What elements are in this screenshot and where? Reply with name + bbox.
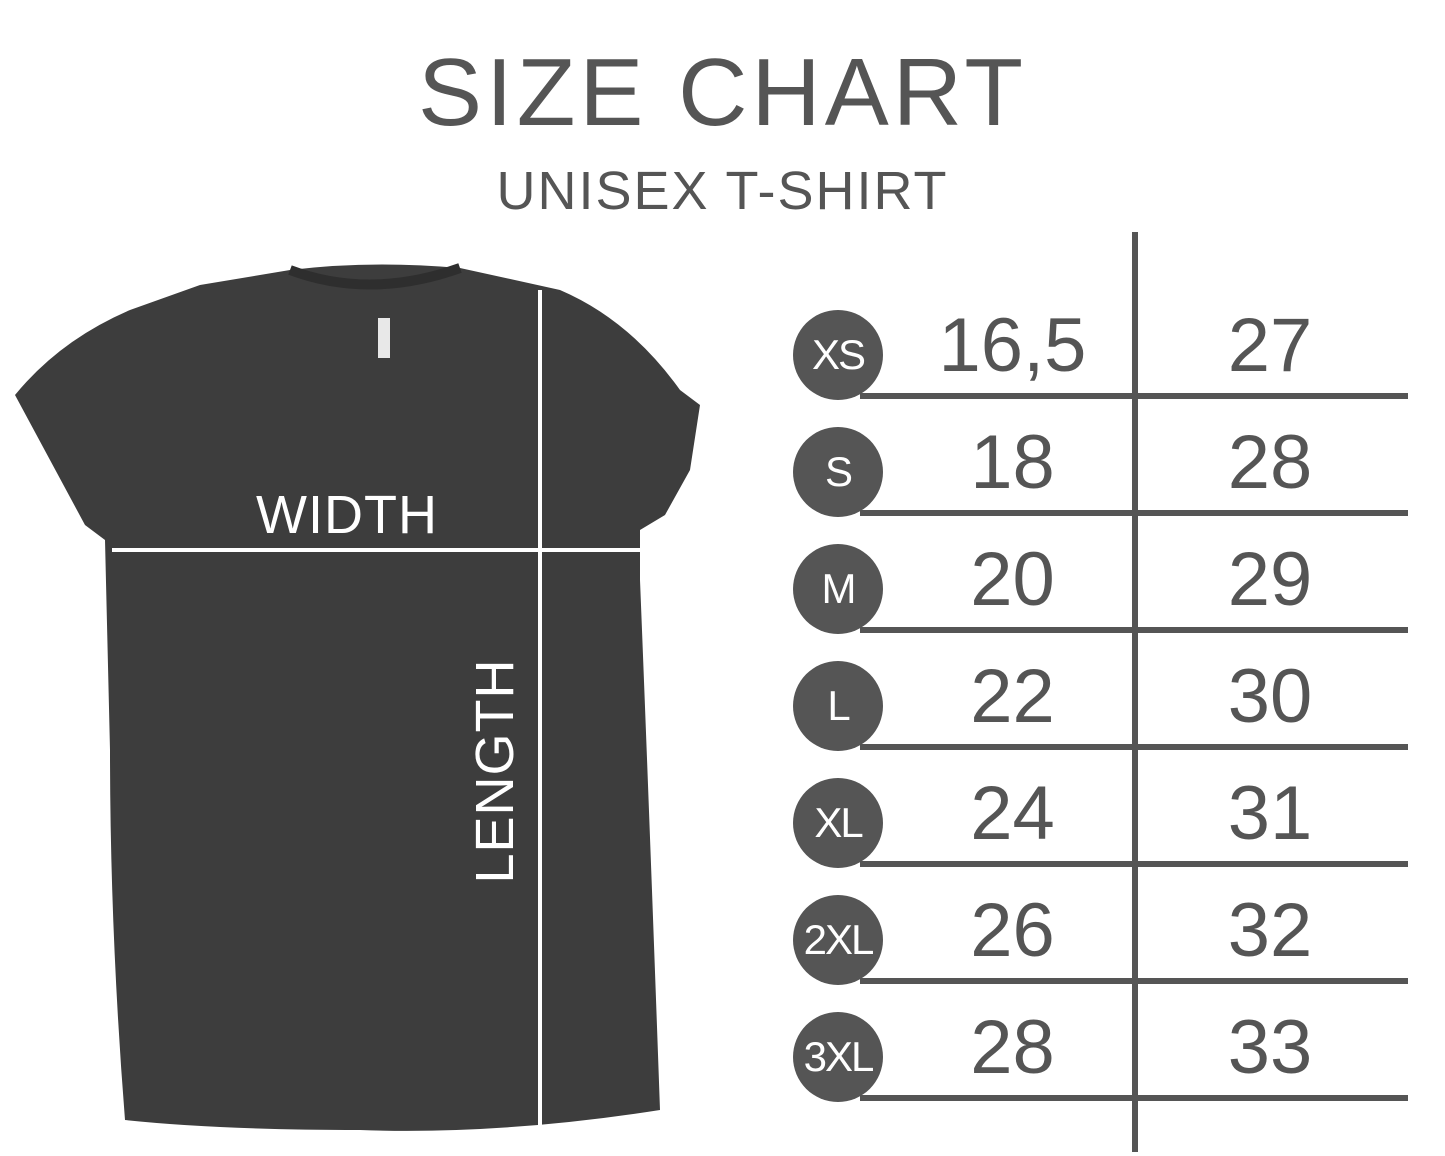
t-shirt-image	[15, 263, 700, 1135]
page-subtitle: UNISEX T-SHIRT	[496, 161, 949, 221]
row-divider	[860, 1095, 1408, 1101]
t-shirt-body	[15, 264, 700, 1131]
row-divider	[860, 978, 1408, 984]
width-value: 20	[970, 537, 1055, 622]
shirt-tag	[378, 318, 390, 358]
width-value: 22	[970, 654, 1055, 739]
size-badge: L	[793, 661, 883, 751]
length-measure-line	[538, 290, 542, 1135]
size-badge: M	[793, 544, 883, 634]
width-value: 24	[970, 771, 1055, 856]
size-badge: S	[793, 427, 883, 517]
length-value: 32	[1227, 888, 1313, 973]
size-badge: 2XL	[793, 895, 883, 985]
size-row: L 22 30	[790, 654, 1410, 788]
size-badge: XS	[793, 310, 883, 400]
length-value: 28	[1227, 420, 1313, 505]
width-value: 26	[970, 888, 1055, 973]
width-label: WIDTH	[256, 485, 438, 545]
row-divider	[860, 627, 1408, 633]
width-value: 28	[970, 1005, 1055, 1090]
width-value: 18	[970, 420, 1055, 505]
row-divider	[860, 861, 1408, 867]
length-value: 33	[1227, 1005, 1313, 1090]
size-badge: 3XL	[793, 1012, 883, 1102]
size-row: XL 24 31	[790, 771, 1410, 905]
length-value: 27	[1227, 303, 1313, 388]
width-value: 16,5	[938, 303, 1087, 388]
page-title: SIZE CHART	[418, 39, 1027, 146]
row-divider	[860, 393, 1408, 399]
size-row: 3XL 28 33	[790, 1005, 1410, 1139]
size-row: M 20 29	[790, 537, 1410, 671]
row-divider	[860, 510, 1408, 516]
size-row: S 18 28	[790, 420, 1410, 554]
row-divider	[860, 744, 1408, 750]
size-badge: XL	[793, 778, 883, 868]
size-row: XS 16,5 27	[790, 303, 1410, 437]
length-label: LENGTH	[465, 658, 525, 884]
width-measure-line	[112, 548, 668, 552]
length-value: 29	[1227, 537, 1313, 622]
column-divider	[1132, 232, 1138, 1152]
length-value: 30	[1227, 654, 1313, 739]
size-row: 2XL 26 32	[790, 888, 1410, 1022]
length-value: 31	[1227, 771, 1313, 856]
